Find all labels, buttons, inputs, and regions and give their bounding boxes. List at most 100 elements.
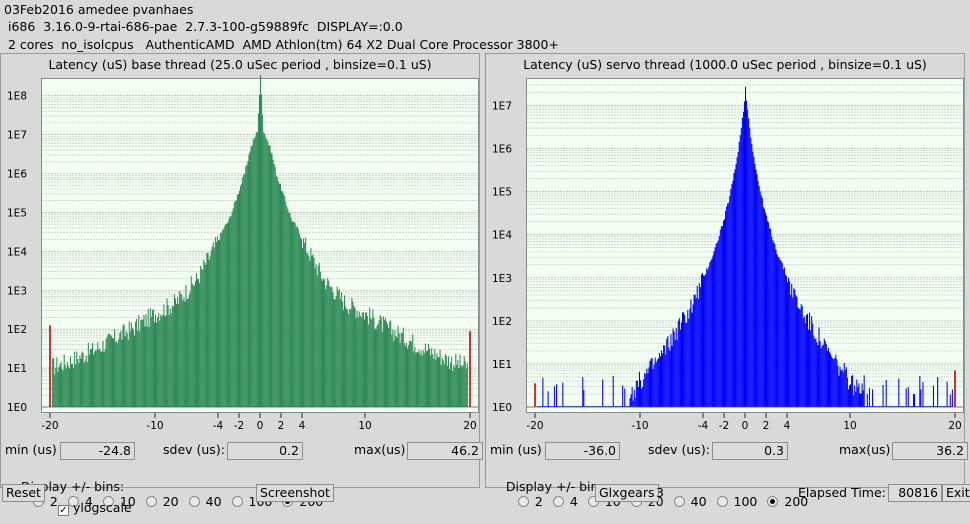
base-bar — [269, 145, 271, 407]
base-bar — [210, 250, 212, 407]
base-bar — [434, 348, 436, 407]
base-bar — [132, 329, 134, 407]
servo-bar — [585, 406, 587, 407]
servo-bar — [614, 406, 616, 407]
exit-button[interactable]: Exit — [942, 484, 970, 502]
servo-bar — [610, 406, 612, 407]
base-bar — [369, 307, 371, 407]
servo-bar — [717, 240, 719, 407]
servo-bar — [556, 384, 558, 407]
servo-bar — [725, 210, 727, 407]
servo-bar — [926, 406, 928, 407]
base-bar — [414, 346, 416, 407]
base-bar — [356, 310, 358, 407]
base-bar — [170, 313, 172, 407]
servo-x-tick-label: -10 — [631, 420, 648, 432]
base-bar — [465, 368, 467, 407]
base-bar — [274, 167, 276, 407]
base-bar — [185, 284, 187, 407]
base-bar — [318, 262, 320, 407]
servo-bar — [726, 206, 728, 407]
base-bar — [366, 312, 368, 407]
servo-sdev-value: 0.3 — [712, 442, 788, 460]
servo-bar — [611, 406, 613, 407]
servo-bar — [699, 287, 701, 407]
servo-bar — [775, 249, 777, 407]
servo-bar — [908, 406, 910, 407]
reset-button[interactable]: Reset — [2, 484, 45, 502]
servo-bar — [663, 345, 665, 407]
servo-bar — [742, 111, 744, 407]
servo-bar — [678, 318, 680, 407]
base-bar — [332, 292, 334, 407]
glxgears-button[interactable]: Glxgears — [595, 484, 659, 502]
base-bar — [67, 365, 69, 407]
base-bar — [216, 236, 218, 407]
base-bar — [311, 255, 313, 407]
servo-bar — [703, 275, 705, 407]
servo-bar — [764, 212, 766, 407]
base-bar — [306, 252, 308, 407]
servo-bar — [664, 345, 666, 407]
base-bar — [257, 113, 259, 407]
base-bar — [169, 308, 171, 407]
servo-bar — [817, 345, 819, 407]
servo-bar — [707, 269, 709, 407]
base-bar — [100, 351, 102, 407]
base-x-tick-label: 4 — [299, 420, 306, 432]
base-bar — [61, 368, 63, 407]
base-bar — [276, 177, 278, 407]
base-bar — [233, 202, 235, 407]
servo-bar — [598, 406, 600, 407]
ylogscale-checkbox[interactable]: ✓ ylogscale — [50, 485, 132, 516]
base-bar — [200, 265, 202, 407]
servo-bar — [902, 406, 904, 407]
base-bar — [340, 292, 342, 407]
header-kernel-info: i686 3.16.0-9-rtai-686-pae 2.7.3-100-g59… — [4, 19, 403, 34]
base-bar — [372, 309, 374, 407]
base-bar — [303, 238, 305, 407]
ylogscale-label: ylogscale — [72, 500, 132, 515]
base-bar — [231, 211, 233, 407]
servo-bar — [577, 406, 579, 407]
servo-bar — [922, 382, 924, 407]
base-bar — [208, 259, 210, 407]
base-bar — [139, 331, 141, 407]
servo-thread-title: Latency (uS) servo thread (1000.0 uSec p… — [523, 57, 927, 72]
ylogscale-check-mark[interactable]: ✓ — [57, 505, 69, 516]
base-bar — [368, 324, 370, 407]
base-y-tick-label: 1E7 — [7, 130, 27, 142]
servo-bar — [615, 406, 617, 407]
base-bar — [59, 364, 61, 407]
servo-bar — [659, 356, 661, 407]
servo-y-tick-label: 1E4 — [492, 230, 512, 242]
servo-bar — [692, 304, 694, 407]
servo-bar — [643, 379, 645, 407]
base-bar — [166, 298, 168, 407]
servo-bar — [942, 406, 944, 407]
base-edge-left-bar — [49, 325, 51, 407]
base-bar — [382, 316, 384, 407]
base-bar — [60, 361, 62, 407]
base-bar — [237, 193, 239, 407]
servo-bar — [923, 406, 925, 407]
servo-bar — [909, 406, 911, 407]
base-x-tick-label: -10 — [146, 420, 163, 432]
base-bar — [296, 226, 298, 407]
base-bar — [327, 277, 329, 407]
servo-bar — [783, 267, 785, 407]
base-bar — [119, 332, 121, 407]
screenshot-button[interactable]: Screenshot — [256, 484, 334, 502]
servo-bar — [904, 406, 906, 407]
servo-bar — [927, 406, 929, 407]
base-bar — [315, 264, 317, 407]
servo-bar — [832, 358, 834, 407]
servo-bar — [846, 377, 848, 407]
servo-bar — [709, 262, 711, 407]
servo-bar — [718, 235, 720, 407]
base-bar — [225, 223, 227, 407]
base-bar — [325, 289, 327, 407]
base-y-tick-label: 1E1 — [7, 363, 27, 375]
base-bar — [418, 349, 420, 407]
